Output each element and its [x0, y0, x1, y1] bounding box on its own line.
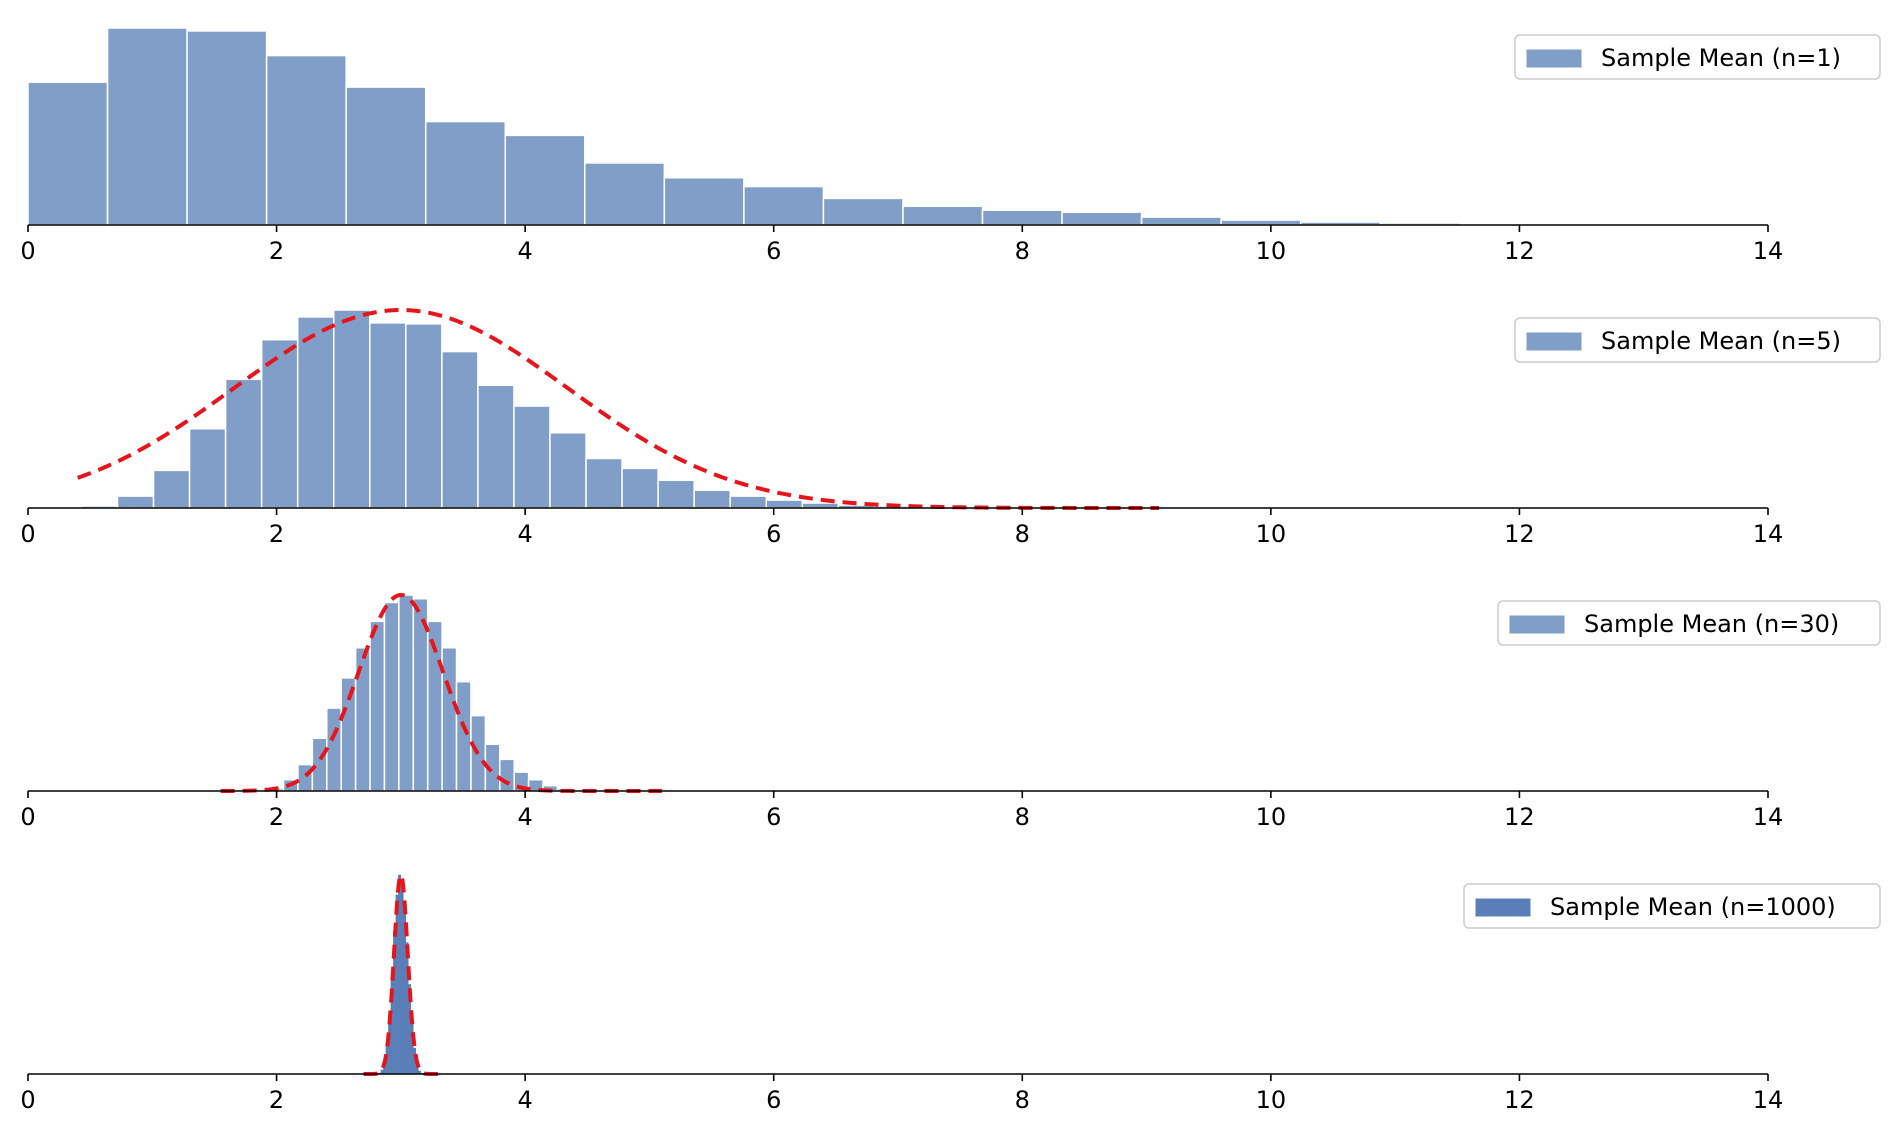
legend: Sample Mean (n=30) [1497, 600, 1881, 646]
x-tick-label: 6 [766, 803, 781, 831]
legend: Sample Mean (n=5) [1514, 317, 1881, 363]
histogram-panel-n30: 0 2 4 6 8 10 12 14 Sample Mean (n=30) [20, 593, 1881, 831]
histogram-bar [584, 162, 666, 226]
histogram-bar [405, 323, 443, 509]
histogram-bar [441, 647, 458, 792]
legend-frame [1497, 600, 1881, 646]
histogram-bar [186, 30, 268, 226]
x-tick-label: 10 [1256, 803, 1287, 831]
histogram-bar [152, 469, 191, 509]
legend-swatch [1509, 615, 1565, 634]
histogram-bar [265, 54, 347, 226]
histogram-bar [332, 309, 371, 509]
histogram-bar [981, 209, 1063, 226]
histogram-bar [513, 405, 551, 509]
x-tick-label: 10 [1256, 1086, 1287, 1114]
histogram-bar [311, 737, 328, 792]
histogram-bar [729, 495, 768, 509]
histogram-bar [395, 894, 399, 1075]
x-tick-label: 14 [1753, 237, 1784, 265]
x-tick-label: 0 [20, 520, 35, 548]
histogram-bar [424, 120, 507, 226]
histogram-bar [326, 707, 342, 792]
legend-swatch [1526, 332, 1582, 351]
x-tick-label: 8 [1015, 520, 1030, 548]
histogram-bar [383, 601, 400, 792]
x-tick-label: 4 [518, 803, 533, 831]
legend-swatch [1475, 898, 1531, 917]
legend-label: Sample Mean (n=5) [1601, 327, 1841, 355]
histogram-bar [504, 134, 586, 226]
histogram-bar [1140, 216, 1222, 226]
x-tick-label: 12 [1504, 803, 1535, 831]
histogram-bar [743, 185, 825, 226]
histogram-bar [822, 197, 904, 226]
histogram-bar [106, 27, 188, 226]
histogram-bar [410, 1022, 414, 1075]
histogram-bar [765, 499, 804, 509]
x-tick-label: 12 [1504, 237, 1535, 265]
histogram-bar [1061, 211, 1143, 226]
x-tick-label: 2 [269, 237, 284, 265]
x-tick-label: 10 [1256, 520, 1287, 548]
x-tick-label: 2 [269, 803, 284, 831]
histogram-bar [345, 86, 427, 226]
histogram-bar [441, 350, 479, 509]
x-tick-label: 10 [1256, 237, 1287, 265]
legend-label: Sample Mean (n=30) [1584, 610, 1839, 638]
x-tick-label: 8 [1015, 803, 1030, 831]
x-tick-label: 0 [20, 803, 35, 831]
histogram-bar [455, 680, 472, 792]
histogram-bar [585, 457, 623, 509]
histogram-bar [902, 205, 984, 226]
x-tick-label: 12 [1504, 520, 1535, 548]
histogram-panel-n1: 0 2 4 6 8 10 12 14 Sample Mean (n=1) [20, 27, 1881, 265]
histogram-bar [224, 378, 263, 509]
histogram-bar [1777, 223, 1859, 226]
x-tick-label: 0 [20, 237, 35, 265]
x-tick-label: 8 [1015, 1086, 1030, 1114]
histogram-bar [657, 479, 695, 509]
legend-frame [1463, 883, 1881, 929]
x-tick-label: 2 [269, 1086, 284, 1114]
histogram-panel-n1000: 0 2 4 6 8 10 12 14 Sample Mean (n=1000) [20, 872, 1881, 1114]
x-tick-label: 2 [269, 520, 284, 548]
histogram-panel-n5: 0 2 4 6 8 10 12 14 Sample Mean (n=5) [20, 308, 1881, 548]
x-tick-label: 6 [766, 520, 781, 548]
histogram-bar [477, 384, 515, 509]
x-tick-label: 8 [1015, 237, 1030, 265]
histogram-bar [549, 432, 587, 509]
histogram-bar [116, 495, 155, 509]
x-tick-label: 4 [518, 1086, 533, 1114]
histogram-bar [369, 322, 407, 509]
x-tick-label: 14 [1753, 520, 1784, 548]
histogram-bar [188, 428, 227, 509]
x-tick-label: 12 [1504, 1086, 1535, 1114]
histogram-bar [296, 316, 335, 509]
histogram-bar [405, 942, 409, 1075]
x-tick-label: 6 [766, 1086, 781, 1114]
legend-label: Sample Mean (n=1000) [1550, 893, 1836, 921]
histogram-bar [398, 594, 415, 792]
legend-label: Sample Mean (n=1) [1601, 44, 1841, 72]
x-tick-label: 14 [1753, 803, 1784, 831]
histogram-bar [400, 878, 404, 1075]
x-tick-label: 6 [766, 237, 781, 265]
x-tick-label: 4 [518, 237, 533, 265]
legend: Sample Mean (n=1) [1514, 34, 1881, 80]
histogram-bar [621, 467, 659, 509]
histogram-bar [693, 489, 731, 509]
histogram-bar [663, 176, 745, 226]
x-tick-label: 4 [518, 520, 533, 548]
x-tick-label: 14 [1753, 1086, 1784, 1114]
histogram-bar [27, 81, 109, 226]
histogram-bar [369, 620, 386, 792]
legend: Sample Mean (n=1000) [1463, 883, 1881, 929]
x-tick-label: 0 [20, 1086, 35, 1114]
legend-swatch [1526, 49, 1582, 68]
legend-frame [1514, 317, 1881, 363]
legend-frame [1514, 34, 1881, 80]
histogram-bar [499, 758, 515, 792]
